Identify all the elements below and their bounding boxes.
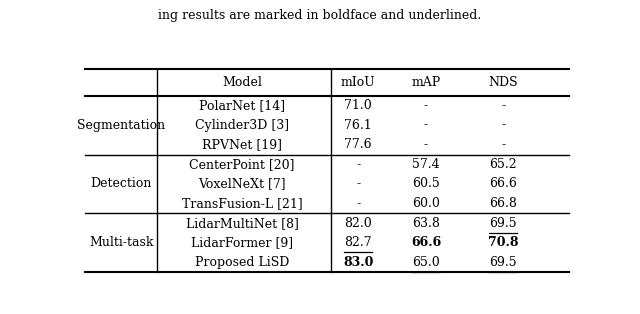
- Text: TransFusion-L [21]: TransFusion-L [21]: [182, 197, 303, 210]
- Text: 69.5: 69.5: [490, 217, 517, 230]
- Text: 65.2: 65.2: [490, 158, 517, 171]
- Text: 60.0: 60.0: [412, 197, 440, 210]
- Text: 82.7: 82.7: [344, 236, 372, 249]
- Text: mIoU: mIoU: [341, 76, 376, 89]
- Text: 66.6: 66.6: [490, 177, 517, 191]
- Text: NDS: NDS: [488, 76, 518, 89]
- Text: 63.8: 63.8: [412, 217, 440, 230]
- Text: 66.8: 66.8: [490, 197, 517, 210]
- Text: LidarMultiNet [8]: LidarMultiNet [8]: [186, 217, 299, 230]
- Text: PolarNet [14]: PolarNet [14]: [199, 99, 285, 112]
- Text: CenterPoint [20]: CenterPoint [20]: [189, 158, 295, 171]
- Text: 83.0: 83.0: [343, 256, 373, 269]
- Text: Cylinder3D [3]: Cylinder3D [3]: [195, 119, 289, 132]
- Text: -: -: [356, 197, 360, 210]
- Text: Proposed LiSD: Proposed LiSD: [195, 256, 289, 269]
- Text: 82.0: 82.0: [344, 217, 372, 230]
- Text: mAP: mAP: [412, 76, 440, 89]
- Text: 66.6: 66.6: [411, 236, 441, 249]
- Text: LidarFormer [9]: LidarFormer [9]: [191, 236, 293, 249]
- Text: Segmentation: Segmentation: [77, 119, 165, 132]
- Text: -: -: [424, 138, 428, 151]
- Text: ing results are marked in boldface and underlined.: ing results are marked in boldface and u…: [158, 9, 482, 22]
- Text: VoxelNeXt [7]: VoxelNeXt [7]: [198, 177, 286, 191]
- Text: RPVNet [19]: RPVNet [19]: [202, 138, 282, 151]
- Text: 77.6: 77.6: [344, 138, 372, 151]
- Text: 76.1: 76.1: [344, 119, 372, 132]
- Text: 71.0: 71.0: [344, 99, 372, 112]
- Text: -: -: [356, 158, 360, 171]
- Text: 69.5: 69.5: [490, 256, 517, 269]
- Text: 60.5: 60.5: [412, 177, 440, 191]
- Text: -: -: [424, 119, 428, 132]
- Text: -: -: [424, 99, 428, 112]
- Text: Detection: Detection: [90, 177, 152, 191]
- Text: 70.8: 70.8: [488, 236, 518, 249]
- Text: -: -: [501, 99, 506, 112]
- Text: -: -: [501, 138, 506, 151]
- Text: -: -: [501, 119, 506, 132]
- Text: Multi-task: Multi-task: [89, 236, 154, 249]
- Text: -: -: [356, 177, 360, 191]
- Text: 65.0: 65.0: [412, 256, 440, 269]
- Text: 57.4: 57.4: [412, 158, 440, 171]
- Text: Model: Model: [222, 76, 262, 89]
